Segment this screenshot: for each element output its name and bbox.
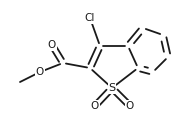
Text: S: S <box>108 83 116 93</box>
Text: O: O <box>91 101 99 111</box>
Text: Cl: Cl <box>85 13 95 23</box>
Text: O: O <box>36 67 44 77</box>
Text: O: O <box>126 101 134 111</box>
Text: O: O <box>48 40 56 50</box>
